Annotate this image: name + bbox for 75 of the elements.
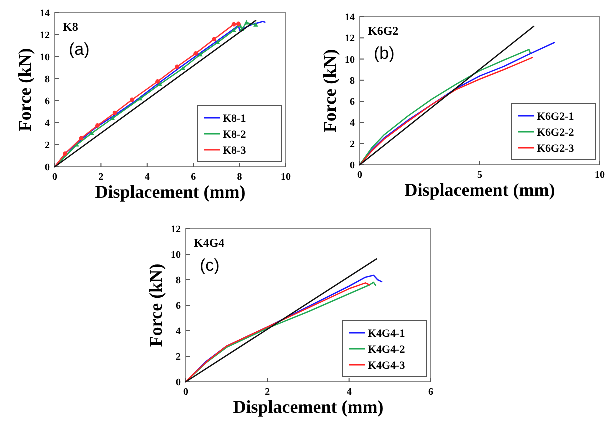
legend-label: K4G4-3 <box>368 360 406 372</box>
y-tick-label: 6 <box>176 301 181 312</box>
y-tick-label: 2 <box>176 352 181 363</box>
y-tick-label: 10 <box>171 250 181 261</box>
x-tick-label: 6 <box>191 172 196 183</box>
point <box>112 110 118 116</box>
y-tick-label: 12 <box>345 34 355 45</box>
point <box>198 52 203 57</box>
x-tick-label: 2 <box>98 172 104 183</box>
legend-label: K4G4-2 <box>368 344 406 356</box>
x-tick-label: 0 <box>184 387 188 398</box>
x-tick-label: 0 <box>52 172 58 183</box>
annotation: (a) <box>69 40 90 59</box>
point <box>194 52 198 56</box>
point <box>244 20 250 25</box>
legend-label: K8-2 <box>223 129 247 141</box>
point <box>254 22 258 27</box>
x-axis-title: Displacement (mm) <box>404 180 556 200</box>
legend-label: K6G2-2 <box>537 127 575 139</box>
annotation: (c) <box>200 256 220 275</box>
legend-label: K4G4-1 <box>368 328 406 340</box>
annotation: (b) <box>374 44 395 63</box>
point <box>158 82 163 86</box>
point <box>138 96 143 101</box>
annotation: K4G4 <box>194 236 225 250</box>
point <box>63 152 68 156</box>
y-tick-label: 8 <box>45 74 50 86</box>
point <box>156 80 160 84</box>
x-axis-title: Displacement (mm) <box>95 182 246 202</box>
x-tick-label: 6 <box>428 387 434 398</box>
x-tick-label: 4 <box>144 172 150 183</box>
point <box>96 124 100 128</box>
point <box>175 64 180 70</box>
x-tick-label: 10 <box>281 172 291 183</box>
legend-label: K6G2-3 <box>537 143 575 155</box>
y-tick-label: 4 <box>350 118 355 130</box>
y-tick-label: 2 <box>350 139 355 150</box>
y-tick-label: 0 <box>176 378 181 388</box>
y-tick-label: 0 <box>45 162 50 174</box>
legend-label: K8-1 <box>223 113 246 125</box>
y-tick-label: 12 <box>40 30 50 42</box>
y-tick-label: 10 <box>40 52 50 64</box>
point <box>130 98 135 102</box>
legend-label: K6G2-1 <box>537 111 574 123</box>
y-tick-label: 6 <box>45 96 50 108</box>
y-tick-label: 8 <box>350 76 355 87</box>
x-tick-label: 5 <box>478 170 482 181</box>
point <box>79 136 84 141</box>
annotation: K6G2 <box>368 24 399 38</box>
y-tick-label: 4 <box>45 118 50 130</box>
x-tick-label: 8 <box>237 172 242 183</box>
y-tick-label: 6 <box>350 97 355 108</box>
annotation: K8 <box>63 20 78 34</box>
y-axis-title: Force (kN) <box>15 48 35 132</box>
y-tick-label: 14 <box>345 12 355 24</box>
point <box>180 66 186 70</box>
y-tick-label: 0 <box>350 160 355 172</box>
x-tick-label: 10 <box>595 170 605 181</box>
point <box>232 22 236 27</box>
x-axis-title: Displacement (mm) <box>233 397 384 417</box>
y-axis-title: Force (kN) <box>320 49 340 133</box>
x-tick-label: 0 <box>358 170 362 181</box>
point <box>110 116 116 120</box>
y-tick-label: 14 <box>40 8 50 20</box>
y-tick-label: 12 <box>171 224 181 236</box>
point <box>232 28 236 32</box>
legend-label: K8-3 <box>223 145 247 157</box>
point <box>90 130 94 136</box>
point <box>212 37 217 42</box>
y-tick-label: 2 <box>45 140 50 152</box>
y-tick-label: 8 <box>176 276 181 286</box>
x-tick-label: 2 <box>265 387 270 398</box>
y-axis-title: Force (kN) <box>146 264 166 348</box>
y-tick-label: 10 <box>345 54 355 66</box>
y-tick-label: 4 <box>176 326 181 338</box>
